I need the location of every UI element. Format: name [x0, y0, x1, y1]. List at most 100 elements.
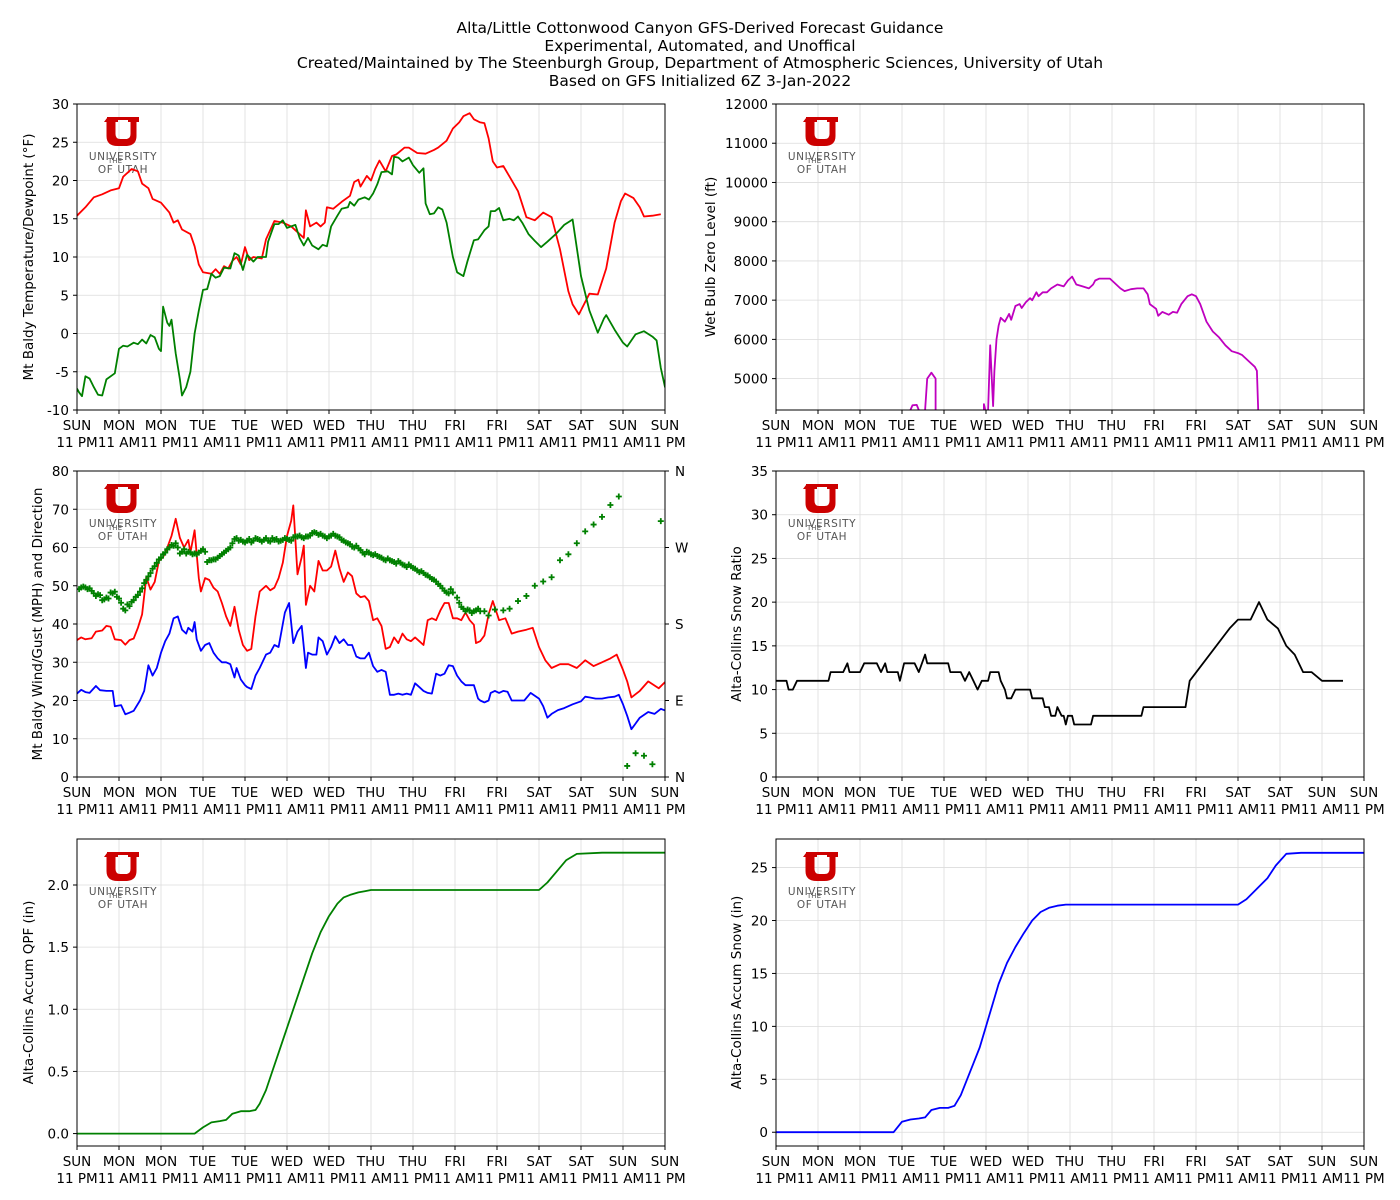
y2-tick-label: N: [675, 464, 685, 480]
y-tick-label: 50: [52, 579, 69, 595]
x-tick-label-time: 11 PM: [644, 802, 685, 818]
logo-text-of-utah: OF UTAH: [797, 164, 847, 176]
y-tick-label: 10000: [725, 175, 768, 191]
direction-marker: [267, 538, 274, 545]
x-tick-label-day: TUE: [930, 1154, 958, 1170]
y-tick-label: 35: [751, 464, 768, 480]
x-tick-label-time: 11 PM: [1091, 435, 1132, 451]
direction-marker: [181, 546, 188, 553]
x-tick-label-day: FRI: [1185, 785, 1206, 801]
x-tick-label-day: MON: [145, 1154, 177, 1170]
y-tick-label: 25: [52, 135, 69, 151]
x-tick-label-day: TUE: [888, 418, 916, 434]
logo-text-the: THE: [107, 524, 122, 532]
y-tick-label: 25: [751, 861, 768, 877]
y-tick-label: 20: [751, 914, 768, 930]
x-tick-label-time: 11 AM: [350, 1171, 392, 1187]
logo-text-university: UNIVERSITY: [89, 886, 157, 898]
x-tick-label-time: 11 AM: [1133, 802, 1175, 818]
y-tick-label: 0: [759, 1125, 768, 1141]
x-tick-label-time: 11 AM: [602, 1171, 644, 1187]
direction-marker: [506, 605, 513, 612]
x-tick-label-day: TUE: [231, 785, 259, 801]
y-axis-label: Alta-Collins Accum Snow (in): [729, 896, 745, 1090]
x-tick-label-day: SAT: [1267, 418, 1293, 434]
x-tick-label-day: SUN: [63, 785, 92, 801]
y-tick-label: 80: [52, 464, 69, 480]
x-tick-label-day: SUN: [609, 1154, 638, 1170]
x-tick-label-day: WED: [1012, 1154, 1044, 1170]
x-tick-label-day: TUE: [888, 1154, 916, 1170]
direction-marker: [548, 574, 555, 581]
direction-marker: [599, 513, 605, 520]
x-tick-label-time: 11 AM: [266, 802, 308, 818]
y-axis-label: Alta-Collins Snow Ratio: [729, 546, 745, 702]
x-tick-label-day: THU: [398, 1154, 427, 1170]
y-tick-label: 0.5: [48, 1064, 69, 1080]
x-tick-label-day: WED: [313, 1154, 345, 1170]
y-tick-label: 8000: [734, 254, 768, 270]
x-tick-label-day: WED: [271, 785, 303, 801]
x-tick-label-day: THU: [356, 785, 385, 801]
logo-text-of-utah: OF UTAH: [797, 531, 847, 543]
x-tick-label-time: 11 AM: [98, 802, 140, 818]
y-tick-label: 20: [52, 694, 69, 710]
y-tick-label: 0.0: [48, 1127, 69, 1143]
y-tick-label: 10: [751, 683, 768, 699]
x-tick-label-time: 11 PM: [560, 802, 601, 818]
x-tick-label-day: SUN: [1350, 418, 1379, 434]
x-tick-label-day: TUE: [930, 418, 958, 434]
y-tick-label: 60: [52, 541, 69, 557]
x-tick-label-day: THU: [1097, 1154, 1126, 1170]
x-tick-label-day: THU: [356, 418, 385, 434]
x-tick-label-day: SUN: [609, 418, 638, 434]
x-tick-label-time: 11 AM: [1133, 1171, 1175, 1187]
x-tick-label-time: 11 PM: [140, 435, 181, 451]
x-tick-label-day: TUE: [231, 1154, 259, 1170]
logo-text-the: THE: [806, 892, 821, 900]
x-tick-label-time: 11 PM: [224, 435, 265, 451]
direction-marker: [126, 603, 133, 610]
x-tick-label-time: 11 PM: [1007, 1171, 1048, 1187]
block-u-bar-icon: [806, 852, 838, 855]
x-tick-label-time: 11 PM: [1259, 1171, 1300, 1187]
y-tick-label: 25: [751, 551, 768, 567]
x-tick-label-time: 11 PM: [224, 802, 265, 818]
block-u-bar-icon: [107, 852, 139, 855]
logo-text-university: UNIVERSITY: [89, 151, 157, 163]
y-tick-label: 6000: [734, 332, 768, 348]
direction-marker: [456, 599, 463, 606]
x-tick-label-day: WED: [970, 418, 1002, 434]
y-tick-label: 30: [751, 508, 768, 524]
direction-marker: [657, 518, 664, 525]
direction-marker: [130, 597, 137, 604]
x-tick-label-day: FRI: [1185, 1154, 1206, 1170]
y-tick-label: 12000: [725, 97, 768, 113]
x-tick-label-time: 11 AM: [881, 802, 923, 818]
block-u-icon: [803, 118, 838, 146]
x-tick-label-time: 11 PM: [392, 1171, 433, 1187]
logo-text-university: UNIVERSITY: [89, 518, 157, 530]
y2-tick-label: S: [675, 617, 684, 633]
direction-marker: [590, 521, 597, 528]
y-tick-label: -10: [47, 403, 69, 419]
x-tick-label-day: TUE: [888, 785, 916, 801]
x-tick-label-day: TUE: [189, 785, 217, 801]
plot-area: [776, 851, 1364, 1134]
block-u-bar-icon: [107, 117, 139, 120]
y2-tick-label: E: [675, 694, 684, 710]
x-tick-label-day: FRI: [444, 418, 465, 434]
x-tick-label-time: 11 PM: [923, 802, 964, 818]
x-tick-label-time: 11 PM: [644, 435, 685, 451]
x-tick-label-time: 11 PM: [560, 1171, 601, 1187]
direction-marker: [145, 573, 152, 580]
x-tick-label-time: 11 AM: [965, 435, 1007, 451]
direction-marker: [137, 588, 143, 595]
x-tick-label-day: TUE: [189, 1154, 217, 1170]
direction-marker: [523, 592, 530, 599]
direction-marker: [565, 551, 572, 558]
